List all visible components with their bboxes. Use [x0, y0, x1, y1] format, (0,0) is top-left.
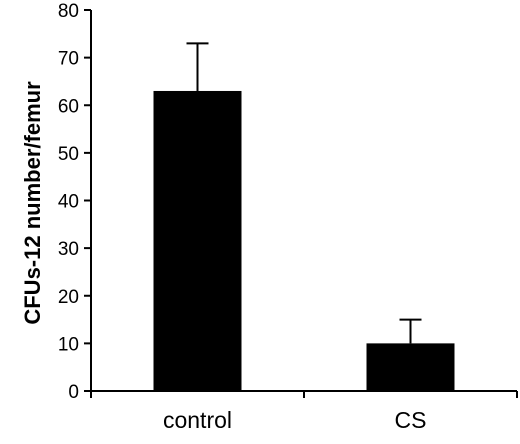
y-tick-label: 0 — [68, 382, 79, 403]
x-category-label: CS — [395, 407, 427, 433]
y-tick-label: 10 — [58, 334, 79, 355]
y-tick-label: 80 — [58, 1, 79, 22]
y-tick-label: 40 — [58, 192, 79, 213]
y-tick-label: 50 — [58, 144, 79, 165]
y-tick-label: 60 — [58, 96, 79, 117]
y-tick-label: 70 — [58, 49, 79, 70]
bars — [153, 90, 455, 392]
y-tick-label: 20 — [58, 287, 79, 308]
labels: 0 10 20 30 40 50 60 70 80 control CS — [58, 1, 427, 433]
bar-control — [153, 90, 242, 392]
x-category-label: control — [163, 407, 232, 433]
bar-CS — [366, 343, 455, 391]
y-axis-title: CFUs-12 number/femur — [20, 81, 45, 325]
axes — [84, 9, 518, 398]
error-bars — [186, 42, 422, 344]
y-tick-label: 30 — [58, 239, 79, 260]
